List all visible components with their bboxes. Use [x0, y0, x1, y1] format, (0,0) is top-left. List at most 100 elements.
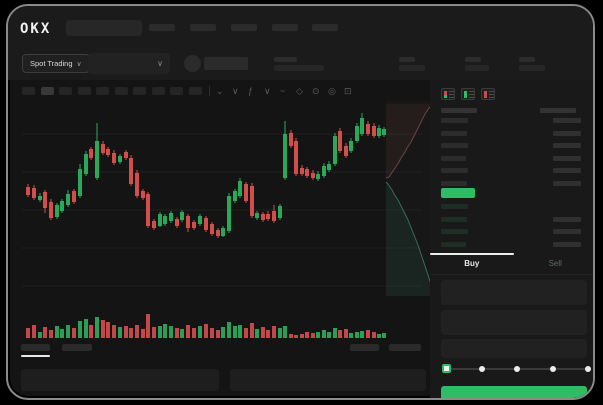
- nav-item-placeholder[interactable]: [231, 24, 257, 31]
- slider-stop-dot[interactable]: [514, 366, 520, 372]
- market-type-dropdown[interactable]: Spot Trading ∨: [22, 54, 90, 73]
- chart-canvas[interactable]: [16, 94, 430, 346]
- ask-row-price[interactable]: [441, 155, 466, 161]
- interval-chip[interactable]: [77, 87, 91, 95]
- app-window: OKX Spot Trading ∨ ∨ ⌄ ∨ ƒ ∨ ~ ◇ ⊙ ◎ ⊡ Buy Sell: [6, 4, 595, 400]
- slider-stop-dot[interactable]: [549, 366, 556, 372]
- stat-label-placeholder: [274, 57, 297, 62]
- candle-body: [78, 169, 82, 196]
- tab-buy[interactable]: Buy: [464, 259, 480, 268]
- orderbook-header-right: [540, 108, 576, 113]
- nav-item-placeholder[interactable]: [272, 24, 298, 31]
- active-tab-indicator: [430, 253, 514, 255]
- candle-body: [124, 152, 128, 158]
- chevron-down-icon[interactable]: ∨: [232, 86, 239, 96]
- amount-field[interactable]: [441, 310, 587, 335]
- nav-item-placeholder[interactable]: [149, 24, 175, 31]
- bid-row-amount: [553, 216, 581, 222]
- candle-body: [204, 218, 208, 230]
- slider-stop-dot[interactable]: [478, 366, 485, 372]
- pair-dropdown[interactable]: ∨: [88, 53, 170, 74]
- bid-row-price[interactable]: [441, 216, 467, 222]
- ask-row-amount: [553, 155, 581, 161]
- volume-bar: [198, 326, 202, 338]
- ask-row-price[interactable]: [441, 168, 468, 173]
- icon-segment: [444, 91, 447, 95]
- candle-body: [112, 153, 116, 163]
- interval-chip[interactable]: [96, 87, 109, 95]
- interval-chip[interactable]: [40, 87, 54, 95]
- chevron-down-icon[interactable]: ∨: [264, 86, 271, 96]
- volume-bar: [311, 333, 315, 338]
- bottom-action-placeholder[interactable]: [350, 344, 379, 351]
- candle-body: [210, 224, 214, 234]
- interval-chip[interactable]: [59, 87, 72, 95]
- nav-item-placeholder[interactable]: [312, 24, 338, 31]
- line-tool-icon[interactable]: ~: [280, 86, 286, 96]
- interval-chip[interactable]: [114, 87, 128, 95]
- fullscreen-icon[interactable]: ⊡: [344, 86, 352, 96]
- volume-bar: [382, 333, 386, 338]
- bottom-action-placeholder[interactable]: [389, 344, 421, 351]
- ask-row-amount: [553, 168, 581, 173]
- candle-body: [244, 184, 248, 201]
- volume-bar: [180, 329, 184, 338]
- total-field[interactable]: [441, 339, 587, 358]
- candle-body: [66, 194, 70, 205]
- price-field[interactable]: [441, 280, 587, 305]
- volume-bar: [135, 325, 139, 338]
- book-asks-icon[interactable]: [481, 88, 495, 100]
- interval-chip[interactable]: [151, 87, 165, 95]
- bottom-tab-placeholder[interactable]: [21, 344, 50, 351]
- ask-row-amount: [553, 130, 581, 136]
- volume-bar: [112, 325, 116, 338]
- bottom-tab-placeholder[interactable]: [62, 344, 92, 351]
- interval-chip[interactable]: [22, 87, 35, 95]
- indicator-icon[interactable]: ƒ: [248, 86, 254, 96]
- interval-chip[interactable]: [170, 87, 183, 95]
- slider-handle[interactable]: [442, 364, 451, 373]
- candle-body: [278, 206, 282, 218]
- candle-body: [266, 214, 270, 219]
- amount-slider[interactable]: [442, 364, 591, 374]
- volume-bar: [84, 319, 88, 338]
- interval-chip[interactable]: [188, 87, 202, 95]
- ask-row-price[interactable]: [441, 130, 467, 136]
- interval-chip[interactable]: [133, 87, 146, 95]
- bid-row-price[interactable]: [441, 229, 468, 234]
- volume-bar: [255, 329, 259, 338]
- ask-row-amount: [553, 143, 581, 148]
- book-both-icon[interactable]: [441, 88, 455, 100]
- volume-bar: [244, 328, 248, 338]
- ask-row-price[interactable]: [441, 180, 467, 186]
- nav-item-placeholder[interactable]: [190, 24, 216, 31]
- bid-row-price[interactable]: [441, 241, 466, 247]
- stat-value-placeholder: [519, 65, 545, 71]
- candle-body: [158, 214, 162, 226]
- ask-row-price[interactable]: [441, 118, 468, 123]
- ask-row-price[interactable]: [441, 143, 468, 148]
- last-price-pill[interactable]: [441, 188, 475, 198]
- search-input[interactable]: [66, 20, 142, 36]
- camera-icon[interactable]: ⊙: [312, 86, 320, 96]
- bid-row-price[interactable]: [441, 204, 468, 209]
- volume-bar: [66, 325, 70, 338]
- stat-label-placeholder: [519, 57, 535, 62]
- buy-submit-button[interactable]: [441, 386, 587, 398]
- candle-style-icon[interactable]: ⌄: [216, 86, 224, 96]
- candle-body: [49, 202, 53, 218]
- volume-bar: [322, 330, 326, 338]
- candle-body: [333, 136, 337, 164]
- settings-icon[interactable]: ◎: [328, 86, 336, 96]
- volume-bar: [186, 325, 190, 338]
- tab-sell[interactable]: Sell: [548, 259, 562, 268]
- buy-sell-tabs: Buy Sell: [430, 253, 593, 275]
- bottom-panel-placeholder: [21, 369, 219, 391]
- candle-body: [84, 154, 88, 174]
- volume-bar: [210, 328, 214, 338]
- draw-tool-icon[interactable]: ◇: [296, 86, 303, 96]
- candle-body: [141, 191, 145, 198]
- book-bids-icon[interactable]: [461, 88, 475, 100]
- candle-body: [146, 194, 150, 226]
- slider-stop-dot[interactable]: [585, 366, 591, 372]
